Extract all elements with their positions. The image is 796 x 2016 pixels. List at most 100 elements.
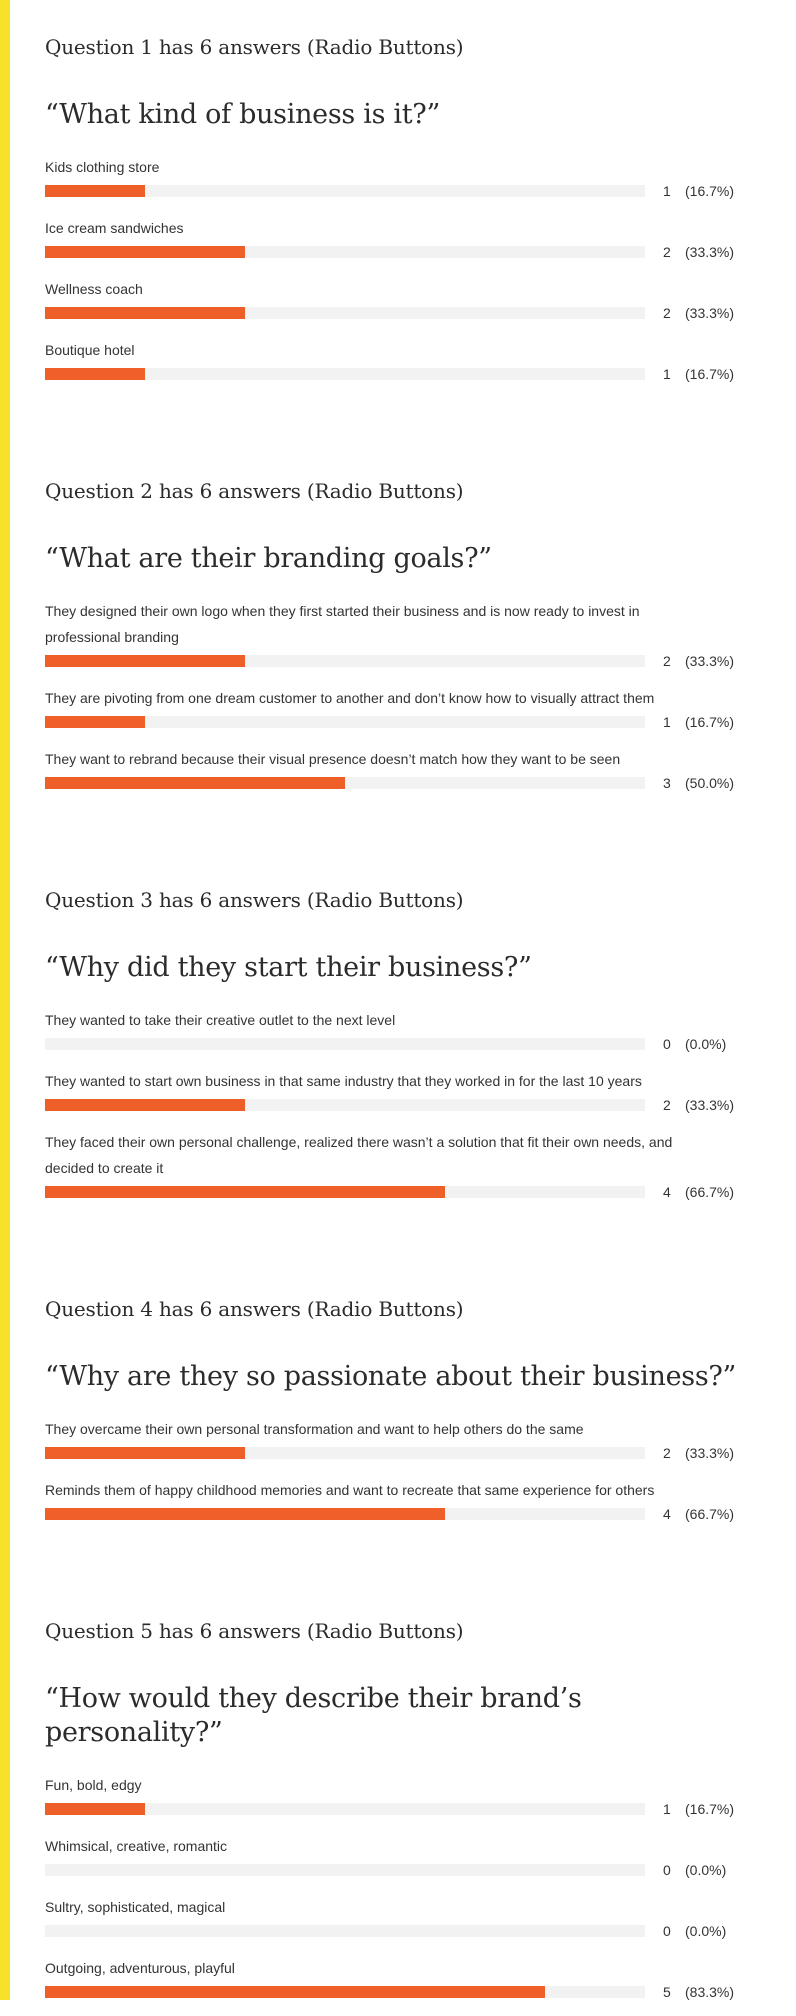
answer-count: 1 <box>663 183 671 199</box>
answer-bar-row: 2 (33.3%) <box>45 305 745 321</box>
question-heading: Question 2 has 6 answers (Radio Buttons) <box>45 479 464 503</box>
answer-bar-row: 1 (16.7%) <box>45 714 745 730</box>
answer-percent: (0.0%) <box>685 1862 727 1878</box>
answer-bar-row: 2 (33.3%) <box>45 244 745 260</box>
answer-count: 0 <box>663 1862 671 1878</box>
answer-bar-fill <box>45 1508 445 1520</box>
answer-count: 2 <box>663 1445 671 1461</box>
section-spacer <box>45 398 745 444</box>
answer-label: They overcame their own personal transfo… <box>45 1421 584 1437</box>
answer-percent: (0.0%) <box>685 1923 727 1939</box>
answer-count: 2 <box>663 305 671 321</box>
answer-percent: (33.3%) <box>685 1097 735 1113</box>
answer-percent: (16.7%) <box>685 714 735 730</box>
answer-bar-fill <box>45 1099 245 1111</box>
answer-percent: (16.7%) <box>685 366 735 382</box>
question-text: “How would they describe their brand’s p… <box>45 1683 582 1748</box>
answer-bar-track <box>45 1986 645 1998</box>
answer-bar-fill <box>45 1986 545 1998</box>
answer-row: They want to rebrand because their visua… <box>45 746 745 791</box>
answer-row: They designed their own logo when they f… <box>45 598 745 669</box>
answer-bar-row: 2 (33.3%) <box>45 1097 745 1113</box>
answer-bar-fill <box>45 368 145 380</box>
answer-row: Fun, bold, edgy 1 (16.7%) <box>45 1772 745 1817</box>
answer-bar-row: 0 (0.0%) <box>45 1923 745 1939</box>
answer-label: They wanted to start own business in tha… <box>45 1073 642 1089</box>
yellow-accent-stripe <box>0 0 10 2000</box>
answer-count: 0 <box>663 1923 671 1939</box>
answer-label: Wellness coach <box>45 281 143 297</box>
question-text: “What kind of business is it?” <box>45 99 440 130</box>
answer-row: Whimsical, creative, romantic 0 (0.0%) <box>45 1833 745 1878</box>
answer-bar-row: 2 (33.3%) <box>45 653 745 669</box>
question-block: Question 1 has 6 answers (Radio Buttons)… <box>45 0 745 444</box>
answer-percent: (33.3%) <box>685 653 735 669</box>
answer-row: They wanted to start own business in tha… <box>45 1068 745 1113</box>
answer-percent: (33.3%) <box>685 305 735 321</box>
answer-percent: (83.3%) <box>685 1984 735 2000</box>
answer-bar-track <box>45 246 645 258</box>
question-block: Question 3 has 6 answers (Radio Buttons)… <box>45 853 745 1262</box>
answer-count: 2 <box>663 1097 671 1113</box>
question-block: Question 4 has 6 answers (Radio Buttons)… <box>45 1262 745 1584</box>
answer-row: They are pivoting from one dream custome… <box>45 685 745 730</box>
answer-bar-row: 1 (16.7%) <box>45 366 745 382</box>
answer-percent: (66.7%) <box>685 1184 735 1200</box>
answer-row: They wanted to take their creative outle… <box>45 1007 745 1052</box>
answer-count: 2 <box>663 653 671 669</box>
answer-bar-row: 4 (66.7%) <box>45 1184 745 1200</box>
answer-bar-row: 2 (33.3%) <box>45 1445 745 1461</box>
answer-bar-fill <box>45 1186 445 1198</box>
answer-row: Wellness coach 2 (33.3%) <box>45 276 745 321</box>
answer-row: They faced their own personal challenge,… <box>45 1129 745 1200</box>
answer-bar-fill <box>45 185 145 197</box>
answer-bar-track <box>45 1186 645 1198</box>
answer-percent: (33.3%) <box>685 1445 735 1461</box>
answer-count: 4 <box>663 1506 671 1522</box>
survey-results: Question 1 has 6 answers (Radio Buttons)… <box>45 0 745 2016</box>
answer-label: They wanted to take their creative outle… <box>45 1012 396 1028</box>
answer-percent: (0.0%) <box>685 1036 727 1052</box>
answer-label: Reminds them of happy childhood memories… <box>45 1482 655 1498</box>
section-spacer <box>45 1538 745 1584</box>
answer-label: Kids clothing store <box>45 159 160 175</box>
answer-count: 5 <box>663 1984 671 2000</box>
answer-row: Reminds them of happy childhood memories… <box>45 1477 745 1522</box>
answer-bar-track <box>45 1099 645 1111</box>
question-heading: Question 5 has 6 answers (Radio Buttons) <box>45 1619 464 1643</box>
answer-bar-row: 1 (16.7%) <box>45 1801 745 1817</box>
answer-bar-fill <box>45 716 145 728</box>
answer-percent: (16.7%) <box>685 183 735 199</box>
answer-bar-row: 1 (16.7%) <box>45 183 745 199</box>
answer-row: Outgoing, adventurous, playful 5 (83.3%) <box>45 1955 745 2000</box>
answer-bar-fill <box>45 246 245 258</box>
answer-bar-fill <box>45 1447 245 1459</box>
section-spacer <box>45 807 745 853</box>
answer-bar-fill <box>45 307 245 319</box>
answer-row: Kids clothing store 1 (16.7%) <box>45 154 745 199</box>
answer-percent: (16.7%) <box>685 1801 735 1817</box>
answer-bar-track <box>45 1447 645 1459</box>
answer-bar-track <box>45 368 645 380</box>
answer-count: 3 <box>663 775 671 791</box>
answer-bar-track <box>45 1508 645 1520</box>
answer-percent: (33.3%) <box>685 244 735 260</box>
answer-bar-row: 3 (50.0%) <box>45 775 745 791</box>
answer-bar-track <box>45 1864 645 1876</box>
answer-bar-fill <box>45 777 345 789</box>
question-text: “What are their branding goals?” <box>45 543 492 574</box>
answer-row: Ice cream sandwiches 2 (33.3%) <box>45 215 745 260</box>
answer-bar-row: 0 (0.0%) <box>45 1036 745 1052</box>
answer-label: They want to rebrand because their visua… <box>45 751 621 767</box>
answer-label: They are pivoting from one dream custome… <box>45 690 655 706</box>
answer-label: They designed their own logo when they f… <box>45 603 640 645</box>
answer-row: Boutique hotel 1 (16.7%) <box>45 337 745 382</box>
answer-label: Whimsical, creative, romantic <box>45 1838 228 1854</box>
question-block: Question 2 has 6 answers (Radio Buttons)… <box>45 444 745 853</box>
answer-bar-row: 0 (0.0%) <box>45 1862 745 1878</box>
answer-label: Outgoing, adventurous, playful <box>45 1960 235 1976</box>
answer-bar-track <box>45 777 645 789</box>
answer-label: They faced their own personal challenge,… <box>45 1134 673 1176</box>
question-block: Question 5 has 6 answers (Radio Buttons)… <box>45 1584 745 2000</box>
answer-count: 2 <box>663 244 671 260</box>
